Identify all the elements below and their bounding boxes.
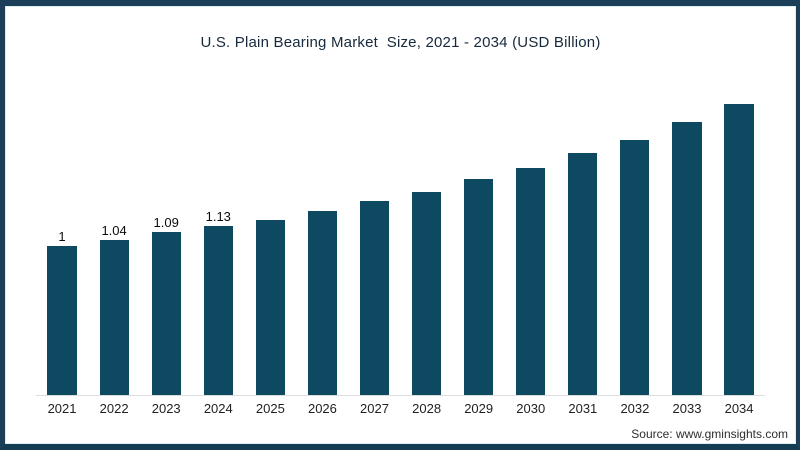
bar-slot xyxy=(401,89,453,395)
bar xyxy=(620,140,650,395)
x-axis-label: 2031 xyxy=(568,401,598,416)
bar-value-label: 1.04 xyxy=(101,223,127,238)
x-axis-label: 2022 xyxy=(99,401,129,416)
plot-area: 1 1.04 1.09 1.13 xyxy=(36,89,765,396)
chart-title: U.S. Plain Bearing Market Size, 2021 - 2… xyxy=(200,34,601,51)
bar-slot xyxy=(296,89,348,395)
x-axis-label: 2027 xyxy=(360,401,389,416)
x-axis-labels: 2021 2022 2023 2024 2025 2026 2027 2028 2029 2030… xyxy=(36,401,765,417)
bar-slot xyxy=(505,89,557,395)
x-axis-label: 2021 xyxy=(47,401,77,416)
bar xyxy=(99,240,129,395)
x-axis-label: 2032 xyxy=(620,401,650,416)
source-text: Source: www.gminsights.com xyxy=(631,427,788,441)
bar-slot: 1.13 xyxy=(192,89,244,395)
bar xyxy=(255,220,285,395)
x-axis-label: 2025 xyxy=(255,401,285,416)
bar xyxy=(412,192,442,395)
bar-slot xyxy=(348,89,400,395)
bar-slot xyxy=(453,89,505,395)
bar xyxy=(516,168,546,395)
bar xyxy=(151,232,181,395)
bar xyxy=(724,104,754,395)
x-axis-label: 2026 xyxy=(307,401,337,416)
bar xyxy=(307,211,337,395)
x-axis-label: 2030 xyxy=(516,401,546,416)
bar-value-label: 1.13 xyxy=(205,209,231,224)
bar-value-label: 1 xyxy=(58,229,66,244)
bar-slot xyxy=(713,89,765,395)
x-axis-label: 2029 xyxy=(464,401,494,416)
bar-slot xyxy=(244,89,296,395)
bar-slot: 1.09 xyxy=(140,89,192,395)
bar-slot xyxy=(557,89,609,395)
bar-value-label: 1.09 xyxy=(153,215,179,230)
bar xyxy=(203,226,233,395)
bar-slot xyxy=(609,89,661,395)
x-axis-label: 2034 xyxy=(724,401,754,416)
x-axis-label: 2033 xyxy=(672,401,702,416)
bar xyxy=(568,153,598,395)
x-axis-label: 2024 xyxy=(203,401,233,416)
x-axis-label: 2023 xyxy=(151,401,181,416)
bar xyxy=(47,246,77,395)
bar xyxy=(672,122,702,395)
bar xyxy=(464,179,494,395)
bar-slot: 1 xyxy=(36,89,88,395)
bar-slot: 1.04 xyxy=(88,89,140,395)
x-axis-label: 2028 xyxy=(412,401,442,416)
bar xyxy=(359,201,390,395)
bar-slot xyxy=(661,89,713,395)
